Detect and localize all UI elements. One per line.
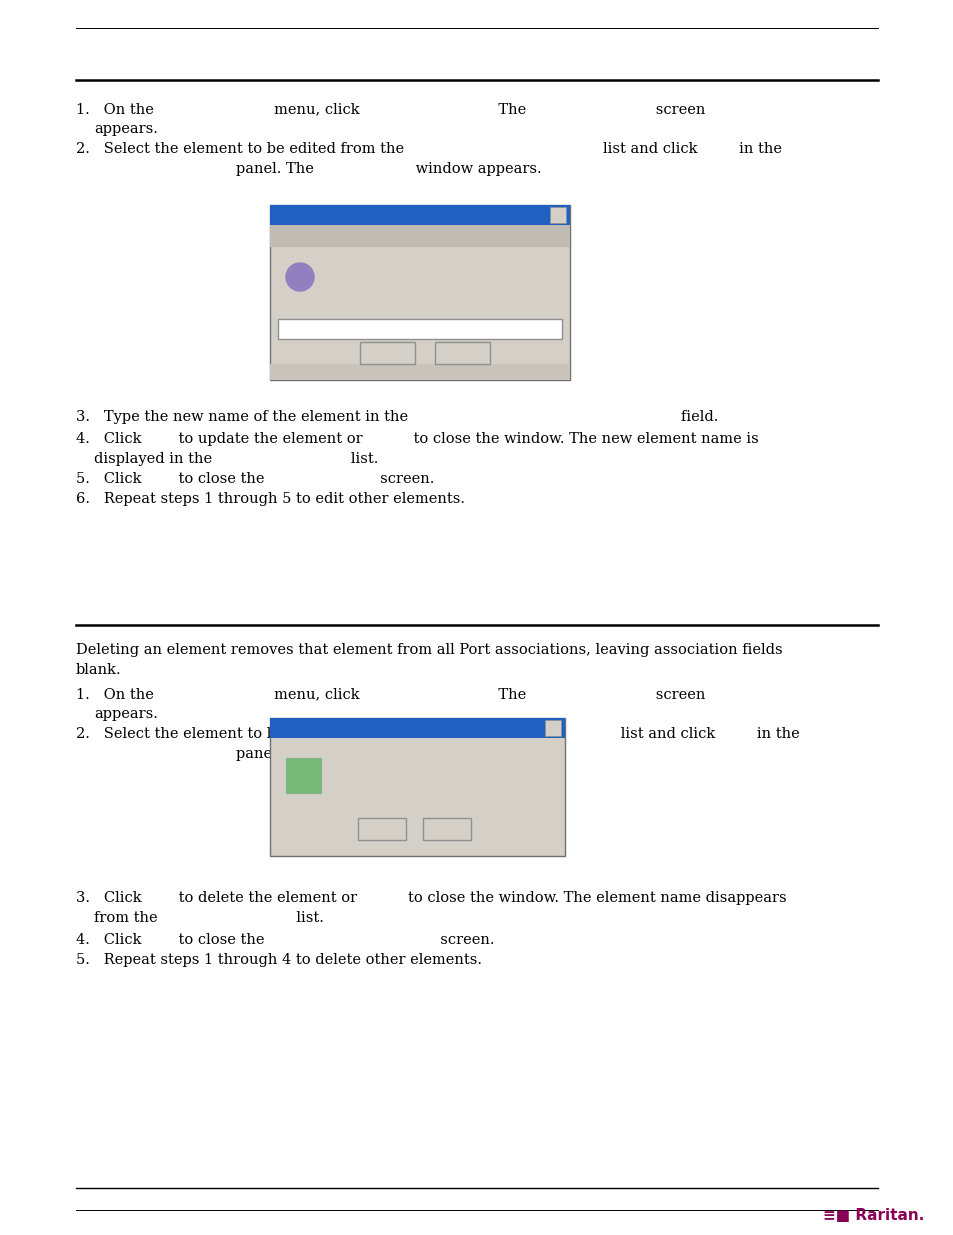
Text: 3.   Type the new name of the element in the                                    : 3. Type the new name of the element in t…	[76, 410, 718, 424]
Text: x: x	[549, 722, 556, 734]
Text: 4.   Click        to close the                                      screen.: 4. Click to close the screen.	[76, 932, 494, 947]
Text: OK: OK	[377, 347, 395, 359]
FancyBboxPatch shape	[270, 205, 569, 225]
Text: 1.   On the                          menu, click                              Th: 1. On the menu, click Th	[76, 687, 704, 701]
Text: 3.   Click        to delete the element or           to close the window. The el: 3. Click to delete the element or to clo…	[76, 890, 786, 905]
FancyBboxPatch shape	[270, 718, 564, 739]
Text: 1.   On the                          menu, click                              Th: 1. On the menu, click Th	[76, 103, 704, 116]
Text: panel. The                      window appears.: panel. The window appears.	[235, 162, 541, 177]
FancyBboxPatch shape	[357, 818, 406, 840]
Text: Delete element:Eastern - U.S.: Delete element:Eastern - U.S.	[335, 763, 532, 777]
Text: appears.: appears.	[94, 706, 157, 721]
Text: blank.: blank.	[76, 663, 121, 677]
Text: 2.   Select the element to be edited from the                                   : 2. Select the element to be edited from …	[76, 142, 781, 156]
Text: i: i	[297, 270, 302, 288]
Text: Please provide element value.: Please provide element value.	[325, 266, 514, 278]
Text: Edit Element: Edit Element	[277, 209, 367, 221]
Text: ≡■ Raritan.: ≡■ Raritan.	[822, 1209, 923, 1224]
Text: from the                              list.: from the list.	[94, 911, 323, 925]
FancyBboxPatch shape	[277, 319, 561, 338]
Text: 4.   Click        to update the element or           to close the window. The ne: 4. Click to update the element or to clo…	[76, 432, 758, 446]
Text: 2.   Select the element to be deleted from the                                  : 2. Select the element to be deleted from…	[76, 727, 799, 741]
FancyBboxPatch shape	[435, 342, 490, 364]
FancyBboxPatch shape	[422, 818, 471, 840]
Circle shape	[286, 263, 314, 291]
FancyBboxPatch shape	[270, 364, 569, 380]
Text: Eastern - U.S.: Eastern - U.S.	[284, 322, 369, 336]
FancyBboxPatch shape	[544, 720, 560, 736]
Text: Enter new value for element:Eastern - U.S.: Enter new value for element:Eastern - U.…	[294, 299, 546, 312]
FancyBboxPatch shape	[550, 207, 565, 224]
Text: Edit Element: Edit Element	[282, 228, 379, 243]
FancyBboxPatch shape	[270, 225, 569, 247]
Text: 5.   Click        to close the                         screen.: 5. Click to close the screen.	[76, 472, 434, 487]
FancyBboxPatch shape	[270, 205, 569, 380]
Text: Deleting an element removes that element from all Port associations, leaving ass: Deleting an element removes that element…	[76, 643, 781, 657]
FancyBboxPatch shape	[359, 342, 415, 364]
Text: No: No	[438, 823, 455, 836]
Text: Java Applet Window: Java Applet Window	[274, 367, 378, 377]
Text: Delete Element: Delete Element	[277, 721, 385, 735]
Text: displayed in the                              list.: displayed in the list.	[94, 452, 378, 466]
Text: Yes: Yes	[372, 823, 392, 836]
Text: Cancel: Cancel	[440, 347, 483, 359]
Text: 5.   Repeat steps 1 through 4 to delete other elements.: 5. Repeat steps 1 through 4 to delete ot…	[76, 953, 481, 967]
Text: 6.   Repeat steps 1 through 5 to edit other elements.: 6. Repeat steps 1 through 5 to edit othe…	[76, 492, 464, 506]
Text: appears.: appears.	[94, 122, 157, 136]
Text: panel. The                      window appears.: panel. The window appears.	[235, 747, 541, 761]
Text: x: x	[554, 210, 560, 220]
FancyBboxPatch shape	[286, 758, 322, 794]
FancyBboxPatch shape	[270, 718, 564, 856]
Text: ?: ?	[297, 766, 310, 785]
